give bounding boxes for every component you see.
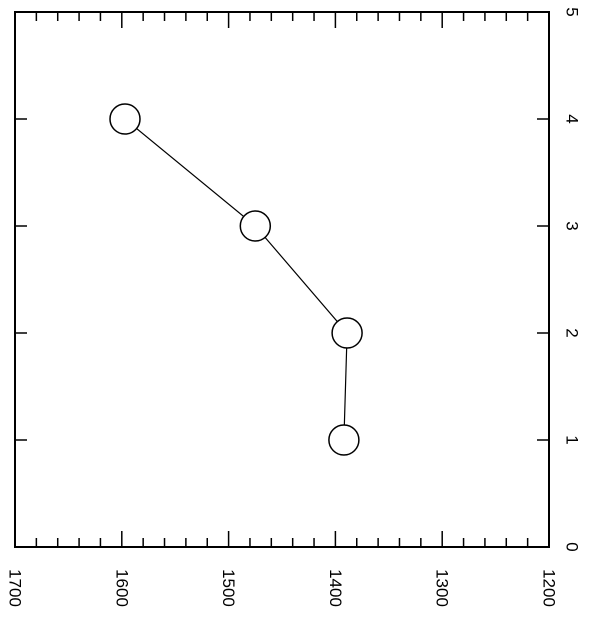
- ticks-group: [15, 12, 549, 547]
- x-tick-label: 4: [563, 114, 582, 123]
- data-point-marker: [331, 317, 363, 349]
- y-tick-label: 1500: [219, 569, 238, 607]
- plot-frame: [14, 11, 550, 548]
- x-tick-label: 2: [563, 328, 582, 337]
- y-tick-label: 1600: [112, 569, 131, 607]
- y-tick-label: 1300: [433, 569, 452, 607]
- y-tick-label: 1700: [6, 569, 25, 607]
- x-tick-label: 3: [563, 221, 582, 230]
- tick-labels-group: 0 1 2 3 4 5 1700 1600 1500 1400 1300 1200: [6, 7, 582, 607]
- x-tick-label: 0: [563, 542, 582, 551]
- x-tick-label: 1: [563, 435, 582, 444]
- y-tick-label: 1400: [326, 569, 345, 607]
- x-tick-label: 5: [563, 7, 582, 16]
- data-point-marker: [109, 103, 141, 135]
- y-tick-label: 1200: [540, 569, 559, 607]
- data-point-marker: [328, 424, 360, 456]
- data-point-marker: [239, 210, 272, 242]
- series-group: [109, 103, 363, 456]
- series-line: [124, 118, 348, 441]
